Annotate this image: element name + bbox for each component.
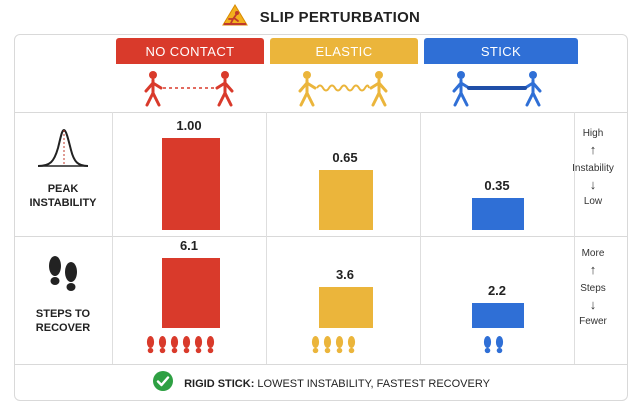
scale-label-low: Low	[583, 196, 603, 207]
footprint-icon	[170, 336, 179, 354]
footprint-icon	[335, 336, 344, 354]
footprint-group-no-contact	[146, 334, 215, 356]
footprint-icon	[146, 336, 155, 354]
scale-label-instability: Instability	[572, 163, 614, 174]
slip-warning-icon	[220, 3, 250, 32]
divider	[112, 112, 113, 364]
instability-scale: High ↑ Instability ↓ Low	[558, 128, 628, 207]
column-header-no-contact: NO CONTACT	[116, 38, 264, 64]
divider	[266, 112, 267, 364]
two-figures-rigid-stick-icon	[420, 68, 574, 110]
scale-label-steps: Steps	[580, 283, 606, 294]
arrow-down-icon: ↓	[589, 297, 597, 312]
data-label: 0.35	[484, 178, 510, 193]
arrow-down-icon: ↓	[589, 177, 597, 192]
data-label: 2.2	[487, 283, 507, 298]
footprint-group-stick	[483, 334, 504, 356]
comparison-table	[14, 34, 628, 401]
check-circle-icon	[152, 370, 174, 397]
arrow-up-icon: ↑	[589, 262, 597, 277]
row-label-line: RECOVER	[35, 322, 91, 334]
footprint-icon	[206, 336, 215, 354]
data-label: 1.00	[176, 118, 202, 133]
footprint-icon	[182, 336, 191, 354]
divider	[14, 112, 628, 113]
data-label: 6.1	[179, 238, 199, 253]
bar-stick-instability	[472, 198, 524, 230]
footprints-icon	[14, 250, 112, 300]
footprint-icon	[194, 336, 203, 354]
bar-no-contact-steps	[162, 258, 220, 328]
conclusion-bold: RIGID STICK:	[184, 377, 255, 390]
peak-curve-icon	[14, 126, 112, 174]
conclusion-footer: RIGID STICK: LOWEST INSTABILITY, FASTEST…	[14, 366, 628, 401]
data-label: 3.6	[335, 267, 355, 282]
footprint-icon	[483, 336, 492, 354]
row-label-line: PEAK	[47, 183, 79, 195]
two-figures-dashed-link-icon	[112, 68, 266, 110]
arrow-up-icon: ↑	[589, 142, 597, 157]
conclusion-text: RIGID STICK: LOWEST INSTABILITY, FASTEST…	[184, 378, 490, 390]
row-label-line: STEPS TO	[35, 308, 91, 320]
column-header-elastic: ELASTIC	[270, 38, 418, 64]
bar-elastic-instability	[319, 170, 373, 230]
row-label-steps-to-recover: STEPS TO RECOVER	[14, 307, 112, 335]
row-label-peak-instability: PEAK INSTABILITY	[14, 182, 112, 210]
bar-stick-steps	[472, 303, 524, 328]
footprint-icon	[495, 336, 504, 354]
bar-elastic-steps	[319, 287, 373, 328]
column-header-stick: STICK	[424, 38, 578, 64]
footprint-icon	[323, 336, 332, 354]
footprint-icon	[347, 336, 356, 354]
footprint-group-elastic	[311, 334, 356, 356]
scale-label-high: High	[582, 128, 604, 139]
footprint-icon	[311, 336, 320, 354]
divider	[14, 236, 628, 237]
divider	[420, 112, 421, 364]
row-label-line: INSTABILITY	[29, 197, 97, 209]
steps-scale: More ↑ Steps ↓ Fewer	[558, 248, 628, 327]
scale-label-fewer: Fewer	[579, 316, 607, 327]
divider	[574, 112, 575, 364]
bar-no-contact-instability	[162, 138, 220, 230]
footprint-icon	[158, 336, 167, 354]
conclusion-rest: LOWEST INSTABILITY, FASTEST RECOVERY	[254, 377, 490, 390]
two-figures-spring-link-icon	[266, 68, 420, 110]
divider	[14, 364, 628, 365]
page-title: SLIP PERTURBATION	[259, 8, 421, 26]
title-row: SLIP PERTURBATION	[0, 3, 640, 32]
scale-label-more: More	[581, 248, 605, 259]
data-label: 0.65	[332, 150, 358, 165]
